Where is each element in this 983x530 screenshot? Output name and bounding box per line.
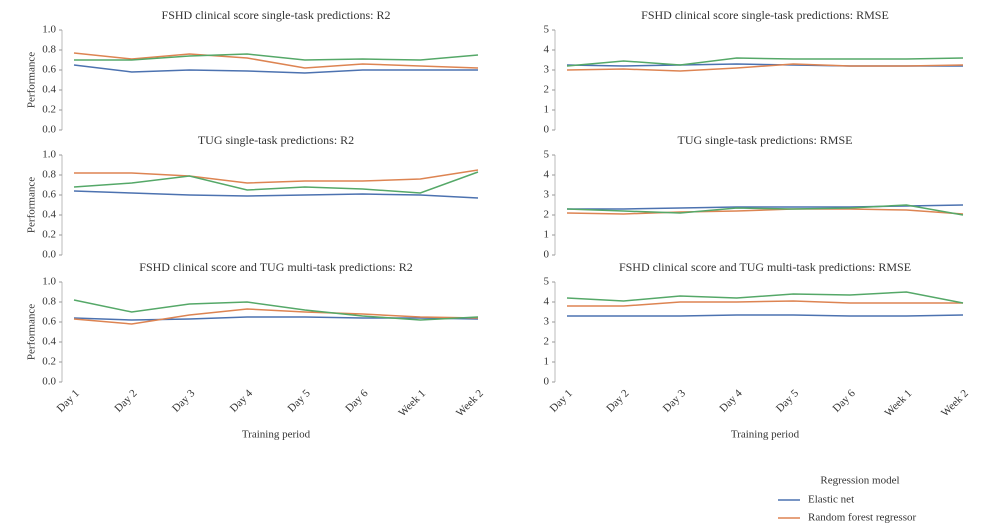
y-tick-label: 0.0 — [42, 124, 56, 136]
panel-title: FSHD clinical score and TUG multi-task p… — [139, 260, 412, 274]
series-line — [566, 208, 964, 215]
y-tick-label: 0.4 — [42, 336, 56, 348]
series-line — [73, 171, 479, 194]
y-tick-label: 0.6 — [42, 316, 56, 328]
series-line — [73, 64, 478, 74]
y-tick-label: 5 — [544, 276, 550, 288]
series-line — [566, 63, 964, 72]
y-tick-label: 2 — [544, 209, 550, 221]
series-line — [566, 291, 964, 304]
x-tick-label: Week 1 — [882, 387, 914, 419]
y-tick-label: 0.0 — [42, 376, 56, 388]
y-tick-label: 0.8 — [42, 169, 56, 181]
y-axis-label: Performance — [26, 177, 38, 233]
y-tick-label: 4 — [544, 169, 550, 181]
y-tick-label: 5 — [544, 149, 550, 161]
series-line — [566, 204, 964, 216]
x-tick-label: Week 2 — [939, 387, 971, 419]
x-tick-label: Day 4 — [228, 387, 256, 415]
x-tick-label: Day 3 — [661, 387, 689, 415]
legend-title: Regression model — [820, 475, 899, 487]
series-line — [566, 57, 964, 67]
legend-label: Elastic net — [808, 494, 854, 506]
y-tick-label: 0 — [544, 376, 550, 388]
y-tick-label: 3 — [544, 316, 550, 328]
y-tick-label: 0 — [544, 249, 550, 261]
y-tick-label: 0.2 — [42, 229, 56, 241]
x-tick-label: Day 1 — [55, 387, 82, 414]
y-tick-label: 0.2 — [42, 356, 56, 368]
y-axis-label: Performance — [26, 304, 38, 360]
series-line — [73, 190, 479, 199]
y-tick-label: 0.2 — [42, 104, 56, 116]
y-tick-label: 1 — [544, 104, 550, 116]
panel-title: FSHD clinical score and TUG multi-task p… — [619, 260, 911, 274]
series-line — [73, 316, 479, 321]
series-line — [567, 314, 964, 317]
x-tick-label: Day 3 — [170, 387, 198, 415]
y-tick-label: 4 — [544, 296, 550, 308]
y-tick-label: 1.0 — [42, 276, 56, 288]
series-line — [73, 299, 479, 321]
y-tick-label: 0.6 — [42, 189, 56, 201]
y-tick-label: 2 — [544, 84, 550, 96]
panel-title: FSHD clinical score single-task predicti… — [641, 8, 889, 22]
y-tick-label: 1.0 — [42, 149, 56, 161]
y-tick-label: 0.8 — [42, 44, 56, 56]
y-tick-label: 3 — [544, 64, 550, 76]
y-tick-label: 2 — [544, 336, 550, 348]
x-axis-label: Training period — [731, 429, 800, 441]
x-tick-label: Day 1 — [548, 387, 575, 414]
x-tick-label: Day 5 — [285, 387, 313, 415]
y-tick-label: 0.4 — [42, 209, 56, 221]
panel-title: TUG single-task predictions: R2 — [198, 133, 354, 147]
y-tick-label: 1.0 — [42, 24, 56, 36]
y-tick-label: 4 — [544, 44, 550, 56]
y-tick-label: 3 — [544, 189, 550, 201]
panel-title: TUG single-task predictions: RMSE — [678, 133, 853, 147]
y-tick-label: 1 — [544, 229, 550, 241]
series-line — [74, 53, 479, 61]
y-tick-label: 0.4 — [42, 84, 56, 96]
series-line — [567, 300, 963, 307]
x-tick-label: Day 6 — [830, 387, 858, 415]
y-axis-label: Performance — [26, 52, 38, 108]
series-line — [74, 169, 479, 184]
x-tick-label: Day 2 — [604, 387, 631, 414]
legend-label: Random forest regressor — [808, 512, 916, 524]
x-tick-label: Day 4 — [717, 387, 745, 415]
y-tick-label: 1 — [544, 356, 550, 368]
x-tick-label: Week 1 — [396, 387, 428, 419]
x-tick-label: Day 5 — [774, 387, 802, 415]
panel-title: FSHD clinical score single-task predicti… — [162, 8, 391, 22]
y-tick-label: 5 — [544, 24, 550, 36]
x-tick-label: Day 2 — [112, 387, 139, 414]
x-axis-label: Training period — [242, 429, 311, 441]
series-line — [73, 52, 479, 69]
x-tick-label: Week 2 — [454, 387, 486, 419]
y-tick-label: 0.6 — [42, 64, 56, 76]
y-tick-label: 0 — [544, 124, 550, 136]
y-tick-label: 0.0 — [42, 249, 56, 261]
y-tick-label: 0.8 — [42, 296, 56, 308]
series-line — [73, 308, 479, 325]
x-tick-label: Day 6 — [343, 387, 371, 415]
